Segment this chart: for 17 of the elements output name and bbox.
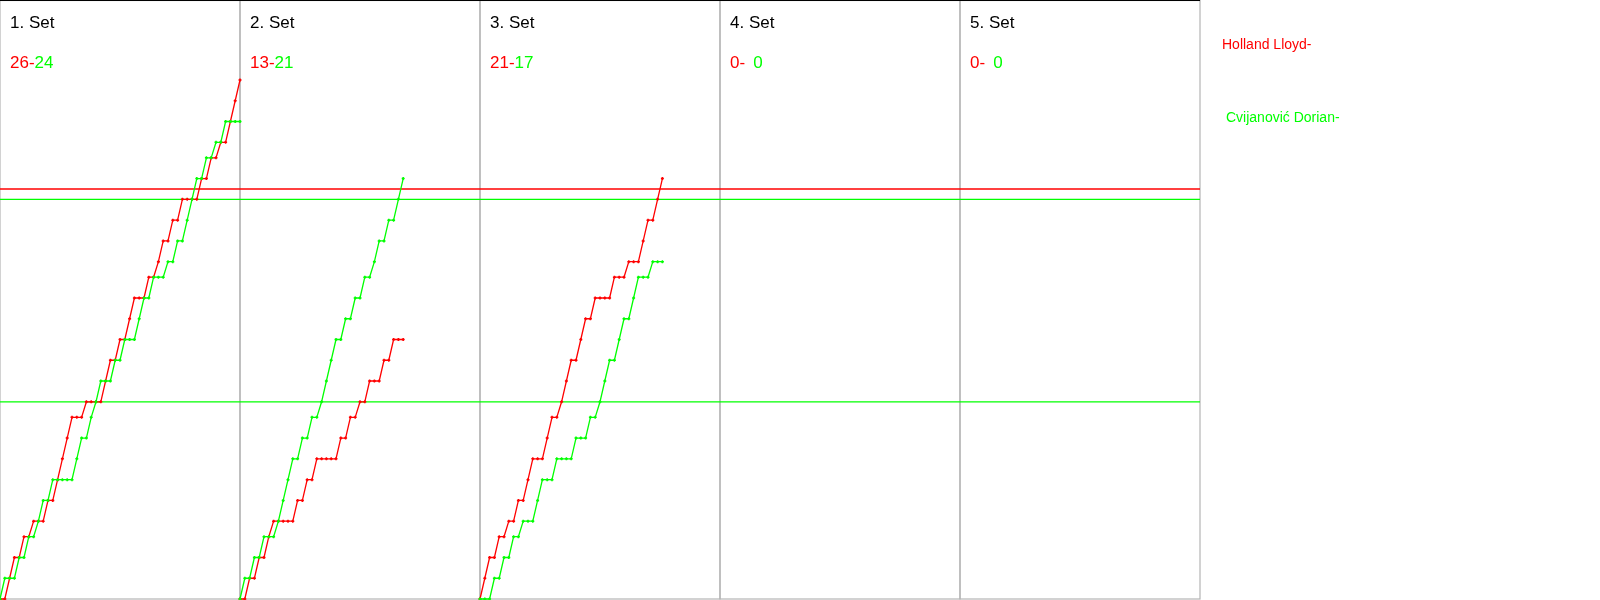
text: 21-: [490, 53, 515, 72]
text: 2. Set: [250, 13, 295, 32]
text: 3. Set: [490, 13, 535, 32]
text: 24: [34, 53, 54, 72]
text: 26-: [10, 53, 35, 72]
text: 0-: [730, 53, 746, 72]
text: 13-: [250, 53, 275, 72]
text: 0: [753, 53, 763, 72]
text: Cvijanović Dorian-: [1226, 109, 1340, 125]
text: 0: [993, 53, 1003, 72]
text: 17: [514, 53, 534, 72]
text: 1. Set: [10, 13, 55, 32]
text: 4. Set: [730, 13, 775, 32]
text: 21: [274, 53, 294, 72]
text: 0-: [970, 53, 986, 72]
text: 5. Set: [970, 13, 1015, 32]
text: Holland Lloyd-: [1222, 36, 1312, 52]
